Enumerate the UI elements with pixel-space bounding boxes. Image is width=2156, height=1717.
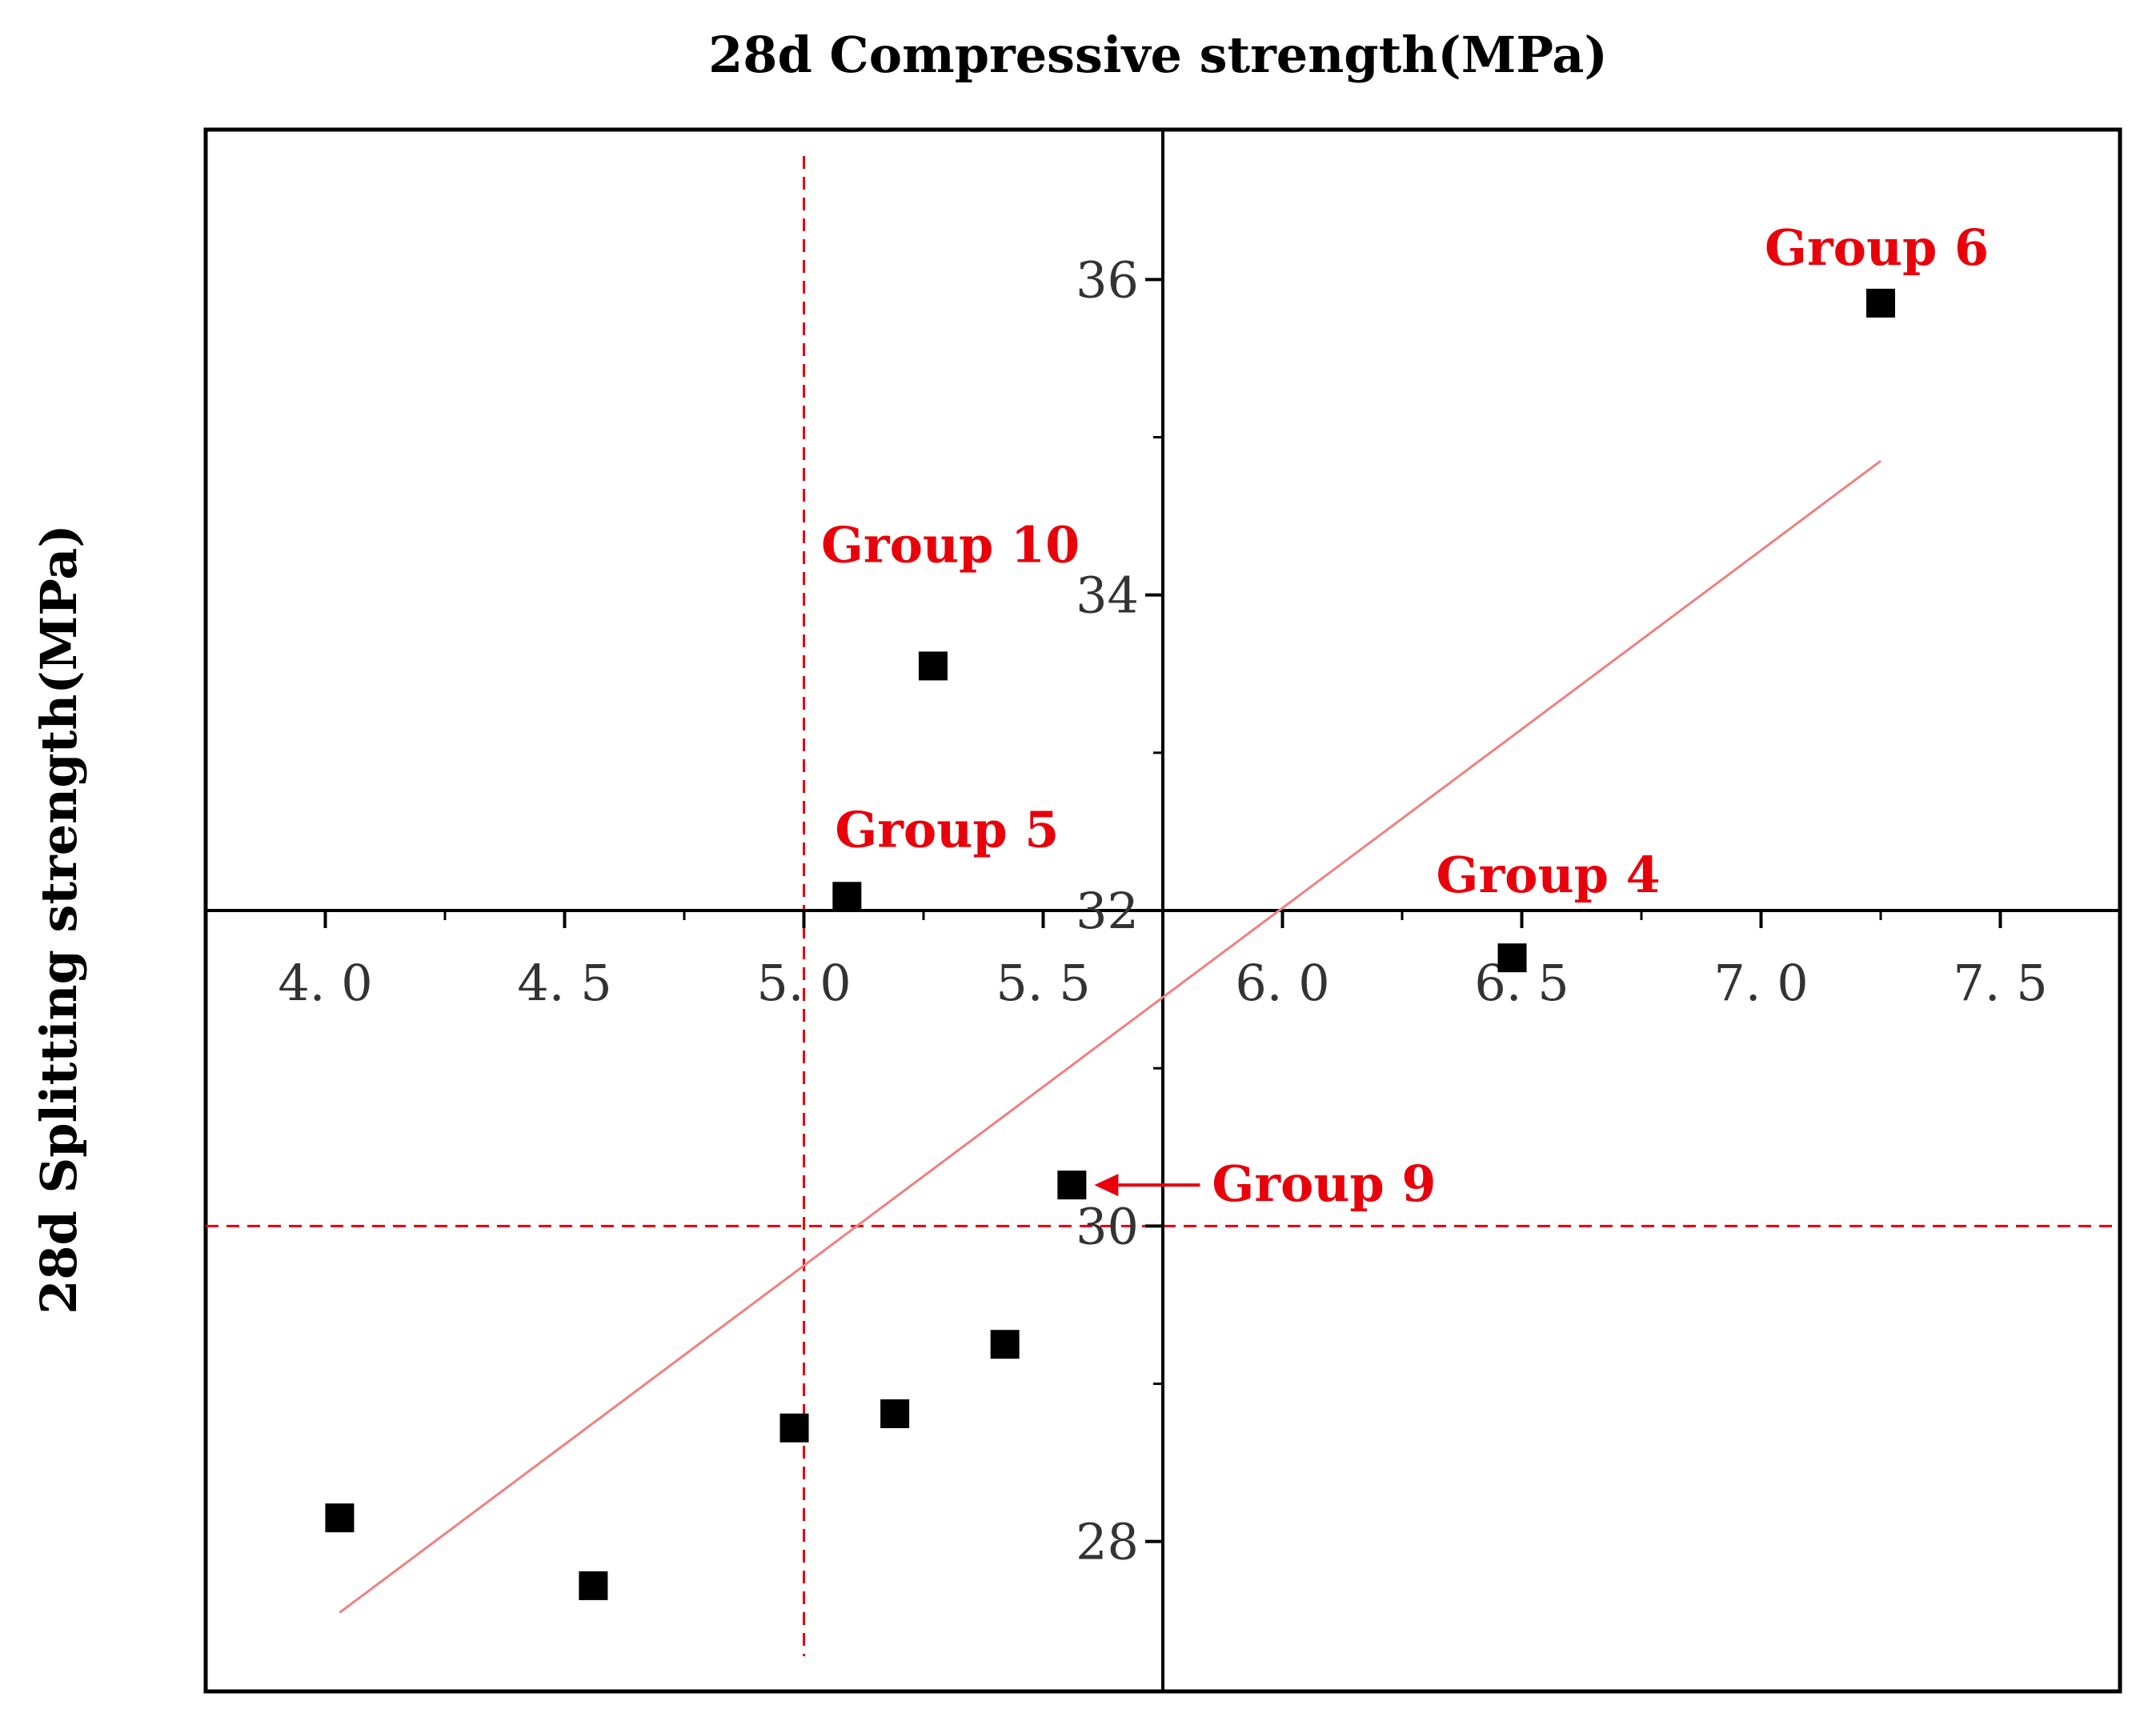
x-tick-label: 4. 0 (278, 954, 372, 1012)
annotation-group-4: Group 4 (1437, 846, 1661, 904)
x-tick-label: 7. 5 (1953, 954, 2047, 1012)
data-point-9 (1497, 943, 1527, 973)
data-point-1 (325, 1503, 355, 1533)
data-point-5 (880, 1399, 910, 1428)
group-annotations: Group 6 Group 10 Group 5 Group 4 Group 9 (821, 218, 1989, 1213)
trend-line (339, 459, 1881, 1614)
annotation-group-10: Group 10 (821, 515, 1080, 574)
data-point-3 (779, 1413, 809, 1443)
y-tick-label: 28 (1076, 1513, 1139, 1571)
data-points (325, 288, 1895, 1600)
data-point-6 (918, 651, 948, 681)
x-tick-label: 4. 5 (517, 954, 611, 1012)
annotation-group-5: Group 5 (835, 800, 1059, 858)
x-tick-label: 5. 5 (996, 954, 1090, 1012)
data-point-7 (990, 1330, 1020, 1359)
data-point-4 (832, 882, 862, 911)
annotation-group-6: Group 6 (1765, 218, 1989, 277)
chart-title: 28d Compressive strength(MPa) (708, 26, 1608, 84)
y-tick-label: 36 (1076, 250, 1139, 309)
y-tick-label: 30 (1076, 1197, 1139, 1255)
y-axis-ticks: 28 30 32 34 36 (1076, 250, 1163, 1571)
group-9-arrow (1094, 1174, 1200, 1197)
y-tick-label: 34 (1076, 566, 1139, 625)
x-axis-ticks: 4. 0 4. 5 5. 0 5. 5 6. 0 6. 5 7. 0 7. 5 (278, 911, 2122, 1012)
x-tick-label: 5. 0 (756, 954, 851, 1012)
annotation-group-9: Group 9 (1212, 1155, 1436, 1213)
x-tick-label: 6. 0 (1235, 954, 1329, 1012)
y-axis-label: 28d Splitting strength(MPa) (30, 524, 88, 1315)
x-tick-label: 7. 0 (1713, 954, 1808, 1012)
data-point-10 (1866, 288, 1895, 318)
y-tick-label: 32 (1076, 882, 1139, 940)
data-point-2 (579, 1571, 608, 1600)
arrow-head (1094, 1174, 1119, 1197)
data-point-8 (1057, 1171, 1087, 1200)
